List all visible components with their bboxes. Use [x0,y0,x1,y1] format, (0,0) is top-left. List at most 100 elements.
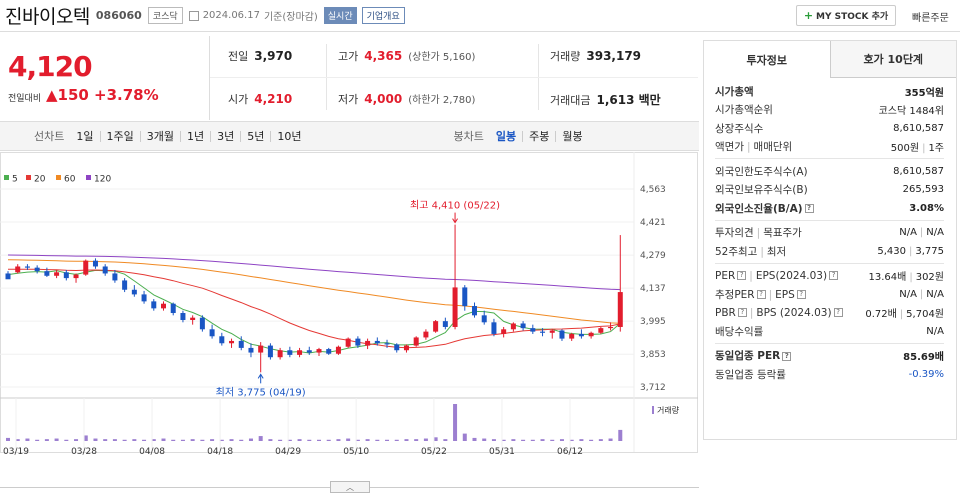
y-tick-label: 3,712 [640,383,666,393]
candle-body [452,287,458,327]
period-1y[interactable]: 1년 [187,130,205,143]
volume-bar [6,437,10,441]
help-icon[interactable]: ? [796,290,806,300]
my-stock-add-button[interactable]: + MY STOCK 추가 [796,5,896,26]
help-icon[interactable]: ? [833,308,843,318]
info-row: 액면가 | 매매단위 500원 | 1주 [715,138,944,157]
period-3m[interactable]: 3개월 [146,130,174,143]
period-1d[interactable]: 1일 [76,130,94,143]
volume-bar [190,439,195,441]
candle-body [92,260,98,267]
help-icon[interactable]: ? [737,308,747,318]
info-label: PER? | EPS(2024.03)? [715,269,839,282]
help-icon[interactable]: ? [756,290,766,300]
volume-bar [93,438,98,441]
candle-body [501,329,507,334]
separator: | [749,306,754,319]
candle-body [287,350,293,355]
help-icon[interactable]: ? [737,271,747,281]
info-row: PER? | EPS(2024.03)? 13.64배 | 302원 [715,267,944,286]
info-value: 355억원 [905,84,944,99]
info-value-text: 265,593 [902,184,944,196]
help-icon[interactable]: ? [829,271,839,281]
legend-label: 120 [94,175,111,185]
volume-bar [258,436,263,441]
info-label: PBR? | BPS (2024.03)? [715,307,843,319]
info-label: 52주최고 | 최저 [715,244,786,259]
info-label: 외국인소진율(B/A)? [715,201,814,216]
high-annotation: 최고 4,410 (05/22) [410,200,500,212]
candle-weekly[interactable]: 주봉 [529,130,550,143]
help-icon[interactable]: ? [804,204,814,214]
candle-body [112,273,118,281]
price-chart[interactable]: 5 20 60 120 4,563 4,421 4,279 4,137 3,995 3,853 3,… [0,152,699,457]
volume-label: 거래량 [550,50,581,63]
candle-body [219,336,225,344]
period-5y[interactable]: 5년 [247,130,265,143]
info-value-text: 355억원 [904,87,944,99]
info-value: 500원 | 1주 [891,139,944,154]
prev-value: 3,970 [254,49,293,63]
high-arrow-head [452,218,458,224]
info-label-text: 투자의견 [715,227,754,240]
tab-investment-info[interactable]: 투자정보 [704,41,831,78]
info-row: 동일업종 등락률 -0.39% [715,365,944,384]
info-value: 3.08% [909,203,944,214]
info-row: 외국인보유주식수(B) 265,593 [715,181,944,200]
volume-bar [501,439,506,441]
open-price: 시가 4,210 [228,91,292,107]
candle-body [569,333,575,339]
volume-bar [44,439,49,441]
volume-bar [83,435,88,441]
volume-bar [317,439,321,441]
info-label-text: PER [715,269,736,282]
candle-body [549,330,555,333]
volume-bar [229,439,234,441]
volume-bar [608,438,613,441]
legend-label: 60 [64,175,76,185]
legend-swatch [86,175,91,180]
volume-bar [287,439,292,441]
high-label: 고가 [338,50,359,63]
candle-body [608,326,614,329]
separator: | [908,245,913,257]
chart-resize-handle[interactable]: ︿ [330,481,370,493]
legend-swatch [56,175,61,180]
candle-body [209,329,215,337]
volume-bar [326,439,331,441]
company-info-button[interactable]: 기업개요 [361,7,405,24]
candle-body [54,272,60,276]
line-chart-label: 선차트 [34,130,65,143]
volume-bar [278,439,283,441]
quick-order-link[interactable]: 빠른주문 [912,13,949,24]
period-3y[interactable]: 3년 [217,130,235,143]
candle-body [267,345,273,358]
info-label: 동일업종 PER? [715,348,792,363]
candle-body [277,350,283,358]
legend-swatch [4,175,9,180]
period-10y[interactable]: 10년 [277,130,302,143]
change-label: 전일대비 [8,94,42,104]
info-value-text: 302원 [915,272,944,284]
candle-body [374,340,380,344]
info-value: 85.69배 [903,348,944,363]
period-1w[interactable]: 1주일 [106,130,134,143]
price-change: ▲150 [46,86,89,104]
candle-daily[interactable]: 일봉 [495,130,517,143]
volume-bar [210,439,215,441]
realtime-button[interactable]: 실시간 [323,7,357,24]
separator: | [746,141,751,154]
help-icon[interactable]: ? [782,351,792,361]
info-label-text: 52주최고 [715,245,758,258]
low-label: 저가 [338,93,359,106]
volume-bar [365,439,370,441]
candle-monthly[interactable]: 월봉 [562,130,583,143]
volume-value: 393,179 [586,49,642,63]
info-label: 액면가 | 매매단위 [715,139,792,154]
candle-body [306,350,312,353]
info-label: 상장주식수 [715,121,763,136]
candle-body [229,340,235,344]
volume-bar [64,439,69,441]
tab-order-book[interactable]: 호가 10단계 [830,41,956,78]
info-row: 상장주식수 8,610,587 [715,119,944,138]
